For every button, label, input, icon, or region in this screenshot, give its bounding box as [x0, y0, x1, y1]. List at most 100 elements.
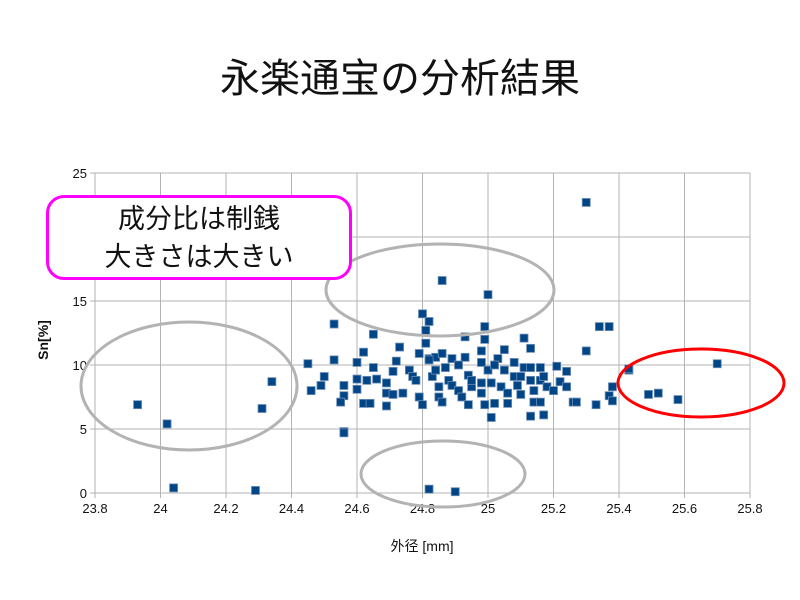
data-point — [516, 390, 526, 399]
x-tick-label: 25.4 — [606, 501, 631, 516]
data-point — [388, 390, 398, 399]
data-point — [362, 375, 372, 385]
data-point — [434, 382, 444, 392]
data-point — [454, 360, 463, 370]
callout-line-1: 成分比は制銭 — [118, 204, 280, 235]
data-point — [562, 366, 571, 376]
data-point — [339, 381, 349, 390]
data-point — [162, 419, 172, 429]
data-point — [483, 365, 493, 375]
data-point — [316, 381, 326, 390]
x-tick-label: 24.2 — [213, 501, 238, 516]
data-point — [437, 276, 447, 285]
data-point — [486, 413, 496, 422]
data-point — [411, 375, 421, 385]
data-point — [457, 392, 467, 402]
annotation-ellipse-red — [616, 347, 786, 419]
data-point — [398, 388, 408, 398]
data-point — [552, 361, 562, 371]
data-point — [477, 358, 486, 367]
y-tick-label: 15 — [73, 294, 87, 309]
slide-title: 永楽通宝の分析結果 — [220, 56, 580, 102]
data-point — [368, 363, 378, 372]
data-point — [503, 388, 513, 398]
data-point — [391, 356, 401, 366]
annotation-ellipse-bottom — [359, 439, 527, 509]
data-point — [306, 386, 316, 396]
x-tick-label: 24 — [153, 501, 167, 516]
x-tick-label: 25.8 — [737, 501, 762, 516]
data-point — [447, 354, 457, 364]
data-point — [365, 398, 375, 408]
data-point — [604, 322, 614, 332]
data-point — [463, 400, 473, 410]
y-tick-label: 25 — [73, 166, 87, 181]
data-point — [450, 487, 460, 497]
x-axis-label: 外径 [mm] — [391, 538, 454, 554]
data-point — [562, 382, 571, 392]
data-point — [673, 395, 683, 404]
data-point — [336, 397, 346, 407]
data-point — [529, 386, 539, 396]
data-point — [555, 377, 565, 387]
data-point — [516, 372, 526, 381]
data-point — [424, 484, 434, 494]
data-point — [536, 397, 545, 407]
data-point — [395, 342, 404, 352]
y-tick-label: 0 — [80, 486, 87, 501]
data-point — [418, 309, 427, 319]
data-point — [303, 359, 313, 369]
data-point — [519, 333, 529, 343]
data-point — [388, 366, 398, 376]
data-point — [359, 347, 368, 357]
data-point — [526, 375, 535, 385]
data-point — [536, 363, 545, 372]
data-point — [499, 365, 509, 375]
data-point — [414, 392, 424, 402]
data-point — [490, 360, 499, 370]
data-point — [653, 388, 663, 398]
data-point — [437, 349, 447, 358]
data-point — [382, 378, 391, 388]
data-point — [169, 483, 179, 493]
data-point — [257, 404, 267, 413]
data-point — [414, 349, 424, 358]
data-point — [480, 400, 490, 410]
data-point — [372, 374, 382, 384]
data-point — [329, 355, 339, 365]
data-point — [421, 326, 431, 335]
data-point — [441, 363, 450, 372]
data-point — [460, 352, 470, 362]
data-point — [496, 382, 506, 392]
data-point — [526, 363, 535, 372]
data-point — [133, 400, 142, 410]
data-point — [352, 374, 362, 384]
data-point — [594, 322, 604, 332]
data-point — [712, 359, 722, 369]
data-points — [133, 198, 722, 497]
x-tick-label: 24.8 — [410, 501, 435, 516]
data-point — [431, 365, 441, 375]
data-point — [486, 378, 496, 388]
data-point — [503, 398, 513, 408]
annotation-ellipse-left — [79, 320, 299, 452]
y-axis-label: Sn[%] — [35, 320, 51, 360]
data-point — [352, 358, 362, 367]
data-point — [513, 381, 522, 390]
data-point — [581, 198, 591, 207]
data-point — [339, 428, 349, 438]
data-point — [352, 384, 362, 394]
data-point — [477, 388, 486, 398]
data-point — [549, 386, 558, 396]
data-point — [526, 411, 535, 421]
x-tick-label: 25.6 — [672, 501, 697, 516]
x-tick-label: 24.6 — [344, 501, 369, 516]
data-point — [477, 378, 486, 388]
data-point — [480, 322, 490, 332]
data-point — [418, 400, 427, 410]
data-point — [644, 390, 653, 399]
data-point — [526, 343, 535, 353]
x-tick-label: 25.2 — [541, 501, 566, 516]
data-point — [424, 355, 434, 365]
data-point — [490, 398, 499, 408]
